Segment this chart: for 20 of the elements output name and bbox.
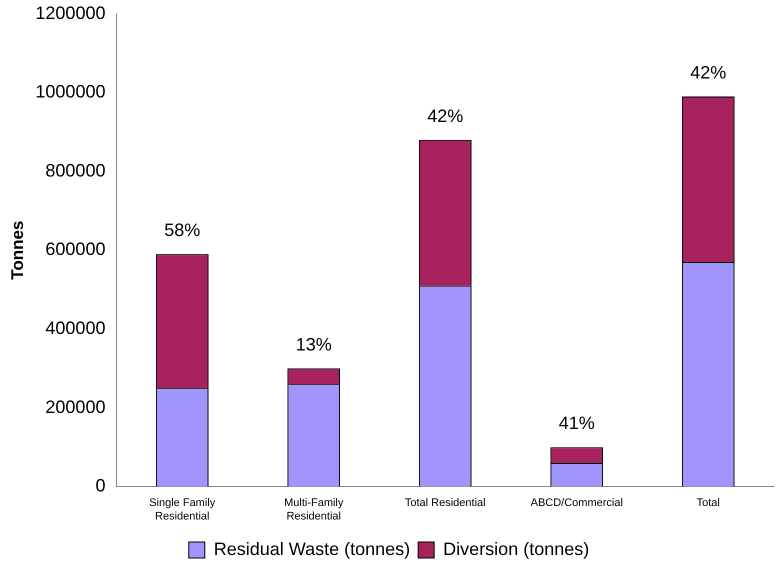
y-tick-label: 800000: [45, 160, 106, 180]
legend-label: Residual Waste (tonnes): [214, 538, 410, 559]
annotation: 42%: [690, 62, 726, 83]
x-tick-label: ABCD/Commercial: [530, 497, 623, 510]
legend-label: Diversion (tonnes): [443, 538, 590, 559]
y-tick-label: 200000: [45, 396, 106, 417]
x-tick-label: Total: [696, 497, 720, 510]
annotation: 13%: [296, 334, 332, 354]
y-tick-label: 400000: [45, 318, 106, 338]
annotation: 58%: [164, 220, 200, 240]
y-tick-label: 1000000: [35, 82, 106, 102]
annotation: 42%: [427, 106, 464, 126]
y-tick-label: 1200000: [35, 2, 106, 23]
y-tick-label: 0: [95, 476, 106, 496]
x-tick-label: Single Family Residential: [149, 497, 216, 522]
y-axis-title: Tonnes: [8, 220, 27, 280]
x-tick-label: Multi-Family Residential: [284, 497, 344, 522]
y-tick-label: 600000: [45, 239, 106, 260]
annotation: 41%: [558, 413, 595, 434]
x-tick-label: Total Residential: [404, 497, 486, 510]
